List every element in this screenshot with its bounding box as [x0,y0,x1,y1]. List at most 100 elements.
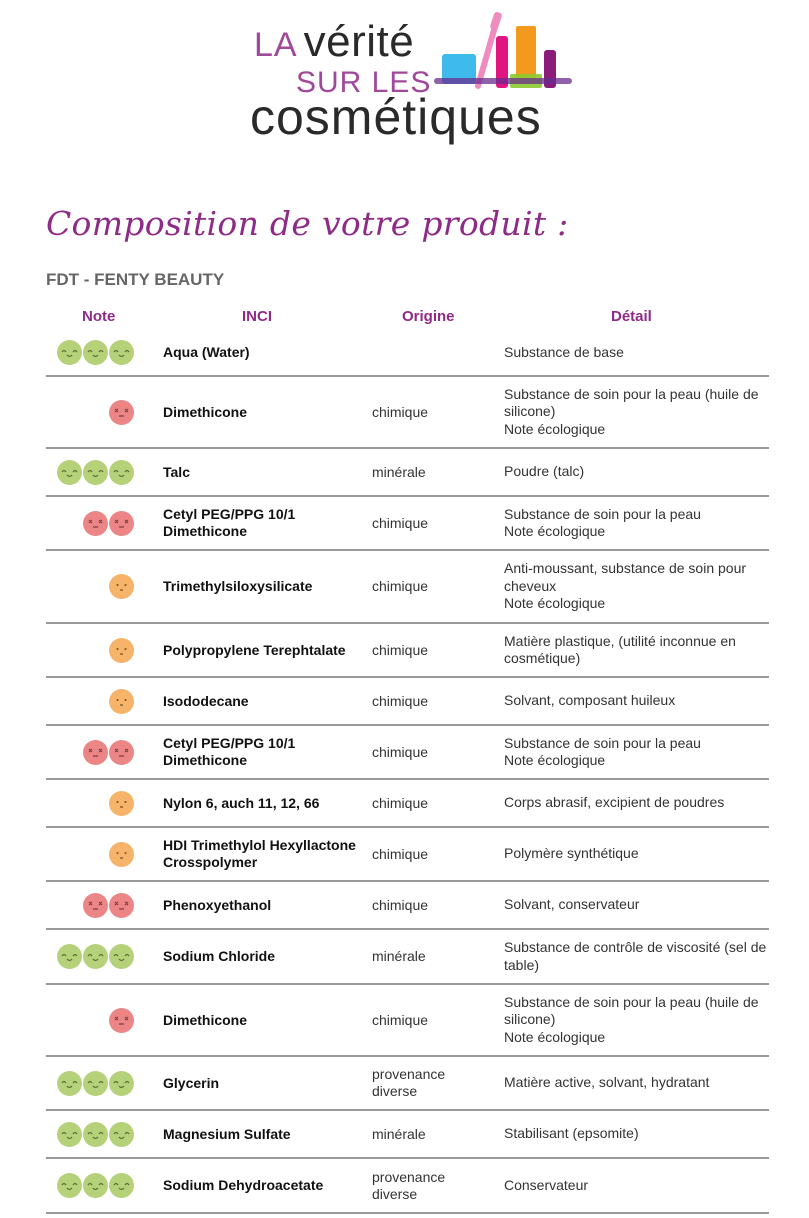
detail-cell: Substance de soin pour la peau Note écol… [504,726,769,778]
detail-cell-text: Substance de contrôle de viscosité (sel … [504,939,767,973]
detail-cell: Substance de soin pour la peau (huile de… [504,377,769,447]
rating-cell [46,1111,134,1157]
origine-cell-text: chimique [372,692,429,709]
table-row: Dimethicone chimique Substance de soin pou… [46,985,769,1057]
detail-cell-text: Anti-moussant, substance de soin pour ch… [504,560,747,612]
table-row: Aqua (Water) Substance de base [46,330,769,377]
cosmetics-products-icon [434,11,572,89]
inci-cell-text: Trimethylsiloxysilicate [163,578,313,594]
column-header-detail: Détail [611,308,652,325]
inci-cell-text: Dimethicone [163,1011,248,1028]
inci-cell: Cetyl PEG/PPG 10/1 Dimethicone [163,497,363,549]
detail-cell: Substance de soin pour la peau (huile de… [504,985,769,1055]
origine-cell: provenance diverse [372,1159,492,1212]
detail-cell-text: Solvant, composant huileux [504,692,676,709]
rating-cell [46,1057,134,1109]
rating-cell [46,551,134,622]
detail-cell-text: Conservateur [504,1176,589,1193]
neutral-face-icon [109,841,134,867]
inci-cell: Isododecane [163,678,363,724]
rating-cell [46,330,134,375]
rating-cell [46,882,134,928]
origine-cell: provenance diverse [372,1057,492,1109]
smiling-face-icon [83,944,108,969]
smiling-face-icon [83,459,108,485]
table-row: Sodium Chloride minérale Substance de cont… [46,930,769,985]
smiling-face-icon [57,1121,82,1147]
origine-cell-text: provenance diverse [372,1168,446,1202]
detail-cell-text: Substance de soin pour la peau (huile de… [504,385,759,437]
origine-cell-text: chimique [372,641,429,658]
table-row: Cetyl PEG/PPG 10/1 Dimethicone chimique Su… [46,497,769,551]
detail-cell-text: Corps abrasif, excipient de poudres [504,794,725,811]
table-row: Isododecane chimique Solvant, composant hu… [46,678,769,726]
logo-text-sur-les: SUR LES [296,66,432,99]
origine-cell: minérale [372,1111,492,1157]
logo-line-1: LA vérité [254,20,414,65]
site-logo[interactable]: LA vérité SUR LES cosmétiques [248,6,578,146]
origine-cell-text: minérale [372,1125,426,1142]
smiling-face-icon [109,459,134,485]
detail-cell: Corps abrasif, excipient de poudres [504,780,769,826]
origine-cell: chimique [372,551,492,622]
smiling-face-icon [83,1173,108,1198]
product-name: FDT - FENTY BEAUTY [46,270,225,289]
table-row: Cetyl PEG/PPG 10/1 Dimethicone chimique Su… [46,726,769,780]
rating-cell [46,497,134,549]
detail-cell-text: Polymère synthétique [504,845,639,862]
origine-cell: chimique [372,497,492,549]
inci-cell: Polypropylene Terephtalate [163,624,363,676]
inci-cell-text: Cetyl PEG/PPG 10/1 Dimethicone [163,735,296,768]
origine-cell-text: chimique [372,403,429,420]
table-row: Polypropylene Terephtalate chimique Matièr… [46,624,769,678]
smiling-face-icon [109,1070,134,1096]
origine-cell: minérale [372,449,492,495]
logo-text-verite: vérité [303,17,415,66]
table-row: Glycerin provenance diverse Matière active… [46,1057,769,1111]
dead-face-icon [109,510,134,536]
inci-cell-text: Sodium Chloride [163,948,275,964]
inci-cell: Aqua (Water) [163,330,363,375]
detail-cell: Substance de contrôle de viscosité (sel … [504,930,769,983]
detail-cell: Solvant, composant huileux [504,678,769,724]
origine-cell: chimique [372,780,492,826]
origine-cell-text: chimique [372,514,429,531]
origine-cell: chimique [372,377,492,447]
detail-cell: Substance de base [504,330,769,375]
inci-cell-text: Nylon 6, auch 11, 12, 66 [163,794,320,811]
dead-face-icon [109,739,134,765]
inci-cell: Sodium Chloride [163,930,363,983]
table-row: HDI Trimethylol Hexyllactone Crosspolyme… [46,828,769,882]
smiling-face-icon [83,1121,108,1147]
detail-cell-text: Solvant, conservateur [504,896,640,913]
detail-cell: Substance de soin pour la peau Note écol… [504,497,769,549]
inci-cell-text: Isododecane [163,692,249,709]
table-row: Magnesium Sulfate minérale Stabilisant (ep… [46,1111,769,1159]
origine-cell-text: minérale [372,948,426,964]
logo-text-cosmetiques: cosmétiques [250,89,542,145]
table-row: Dimethicone chimique Substance de soin pou… [46,377,769,449]
origine-cell-text: chimique [372,1011,429,1028]
detail-cell-text: Substance de soin pour la peau Note écol… [504,734,701,769]
inci-cell: Dimethicone [163,377,363,447]
inci-cell: Trimethylsiloxysilicate [163,551,363,622]
detail-cell: Anti-moussant, substance de soin pour ch… [504,551,769,622]
inci-cell-text: Dimethicone [163,403,248,420]
rating-cell [46,1159,134,1212]
smiling-face-icon [83,340,108,365]
table-row: Sodium Dehydroacetate provenance diverse C… [46,1159,769,1214]
smiling-face-icon [109,1121,134,1147]
inci-cell: Dimethicone [163,985,363,1055]
origine-cell: chimique [372,726,492,778]
origine-cell: chimique [372,678,492,724]
origine-cell: chimique [372,985,492,1055]
origine-cell: chimique [372,882,492,928]
detail-cell-text: Substance de soin pour la peau (huile de… [504,993,759,1045]
inci-cell-text: HDI Trimethylol Hexyllactone Crosspolyme… [163,837,356,870]
inci-cell: Talc [163,449,363,495]
neutral-face-icon [109,574,134,599]
smiling-face-icon [109,944,134,969]
smiling-face-icon [109,1173,134,1198]
detail-cell-text: Matière plastique, (utilité inconnue en … [504,632,736,667]
detail-cell-text: Substance de soin pour la peau Note écol… [504,505,701,540]
